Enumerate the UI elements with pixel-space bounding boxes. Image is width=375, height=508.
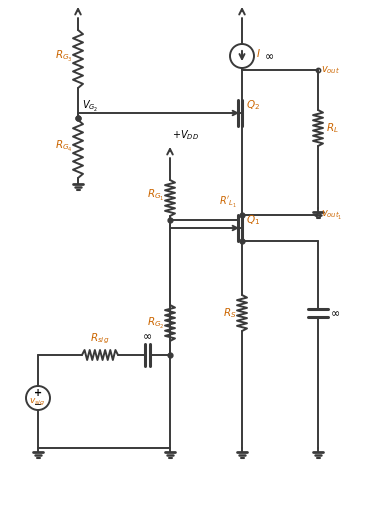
Text: $R_{G_2}$: $R_{G_2}$ — [147, 315, 165, 331]
Text: $-$: $-$ — [33, 398, 42, 408]
Text: $+V_{DD}$: $+V_{DD}$ — [172, 128, 199, 142]
Text: $\infty$: $\infty$ — [264, 51, 274, 61]
Text: $I$: $I$ — [256, 47, 261, 59]
Text: $+V_{DD}$: $+V_{DD}$ — [80, 0, 107, 2]
Text: $v_{out}$: $v_{out}$ — [321, 64, 340, 76]
Text: $V_{G_2}$: $V_{G_2}$ — [82, 99, 99, 114]
Text: $R_{sig}$: $R_{sig}$ — [90, 332, 110, 346]
Text: $v_{sig}$: $v_{sig}$ — [29, 396, 45, 407]
Text: $R_{G_3}$: $R_{G_3}$ — [55, 48, 73, 64]
Text: $R'_{L_1}$: $R'_{L_1}$ — [219, 195, 237, 210]
Text: $R_S$: $R_S$ — [224, 306, 237, 320]
Text: $\infty$: $\infty$ — [142, 331, 152, 341]
Text: $Q_2$: $Q_2$ — [246, 98, 260, 112]
Text: $R_{G_1}$: $R_{G_1}$ — [147, 187, 165, 203]
Text: $v_{out_1}$: $v_{out_1}$ — [321, 208, 342, 221]
Text: $R_L$: $R_L$ — [326, 121, 339, 135]
Text: $R_{G_4}$: $R_{G_4}$ — [55, 139, 73, 153]
Text: $+V_{DD}$: $+V_{DD}$ — [244, 0, 271, 2]
Text: $Q_1$: $Q_1$ — [246, 213, 260, 227]
Text: +: + — [34, 388, 42, 398]
Text: $\infty$: $\infty$ — [330, 308, 340, 318]
